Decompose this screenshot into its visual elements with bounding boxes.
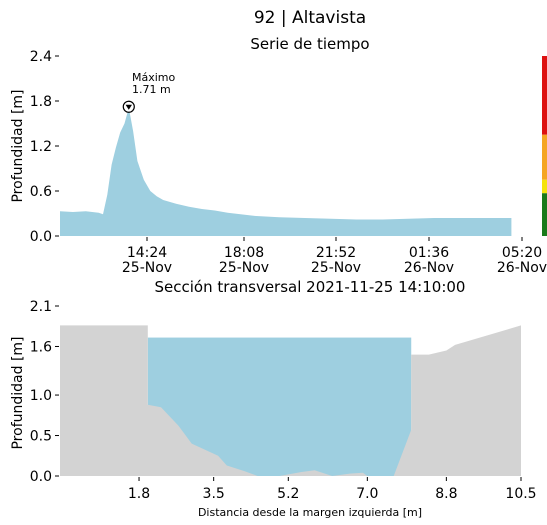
xs-y-tick-label-2: 1.0 — [30, 388, 52, 404]
level-band-3 — [542, 193, 547, 236]
xs-y-tick-label-0: 0.0 — [30, 469, 52, 485]
y-tick-label-0: 0.0 — [30, 229, 52, 245]
level-band-1 — [542, 134, 547, 180]
x-tick-time-3: 01:36 — [409, 245, 449, 261]
level-band-2 — [542, 179, 547, 194]
xs-y-tick-label-1: 0.5 — [30, 429, 52, 445]
crosssection-title: Sección transversal 2021-11-25 14:10:00 — [155, 278, 466, 296]
x-tick-date-0: 25-Nov — [122, 260, 172, 276]
x-tick-date-1: 25-Nov — [219, 260, 269, 276]
figure-title: 92 | Altavista — [254, 8, 366, 28]
timeseries-x-axis: 14:2425-Nov18:0825-Nov21:5225-Nov01:3626… — [122, 237, 547, 276]
max-annotation: Máximo 1.71 m — [122, 71, 176, 113]
timeseries-panel: Serie de tiempo 0.00.61.21.82.4 14:2425-… — [10, 35, 547, 276]
y-tick-label-4: 2.4 — [30, 49, 52, 65]
max-marker-triangle — [125, 104, 132, 110]
y-tick-label-1: 0.6 — [30, 184, 52, 200]
crosssection-layer — [60, 325, 521, 476]
x-tick-date-2: 25-Nov — [311, 260, 361, 276]
timeseries-area-layer — [60, 107, 512, 236]
max-value: 1.71 m — [132, 83, 171, 96]
x-tick-time-4: 05:20 — [502, 245, 542, 261]
crosssection-xlabel: Distancia desde la margen izquierda [m] — [198, 506, 422, 519]
x-tick-date-3: 26-Nov — [404, 260, 454, 276]
xs-x-tick-label-3: 7.0 — [356, 486, 378, 502]
crosssection-ylabel: Profundidad [m] — [10, 336, 26, 449]
depth-series-area — [60, 107, 512, 236]
x-tick-time-0: 14:24 — [127, 245, 167, 261]
level-band-0 — [542, 56, 547, 135]
terrain-profile — [60, 325, 521, 476]
x-tick-time-2: 21:52 — [316, 245, 356, 261]
max-label: Máximo — [132, 71, 176, 84]
xs-x-tick-label-4: 8.8 — [435, 486, 457, 502]
crosssection-panel: Sección transversal 2021-11-25 14:10:00 … — [10, 278, 537, 519]
xs-x-tick-label-2: 5.2 — [277, 486, 299, 502]
xs-y-tick-label-4: 2.1 — [30, 299, 52, 315]
y-tick-label-2: 1.2 — [30, 139, 52, 155]
timeseries-ylabel: Profundidad [m] — [10, 89, 26, 202]
timeseries-y-axis: 0.0 0.6 1.2 1.8 2.4 — [30, 49, 59, 245]
crosssection-y-axis: 0.0 0.5 1.0 1.6 2.1 — [30, 299, 59, 485]
xs-y-tick-label-3: 1.6 — [30, 339, 52, 355]
x-tick-time-1: 18:08 — [224, 245, 264, 261]
x-tick-date-4: 26-Nov — [497, 260, 547, 276]
level-bands — [542, 56, 547, 236]
y-tick-label-3: 1.8 — [30, 94, 52, 110]
xs-x-tick-label-5: 10.5 — [505, 486, 536, 502]
xs-x-tick-label-0: 1.8 — [128, 486, 150, 502]
timeseries-title: Serie de tiempo — [250, 35, 369, 53]
xs-x-tick-label-1: 3.5 — [203, 486, 225, 502]
crosssection-x-axis: 1.8 3.5 5.2 7.0 8.8 10.5 — [128, 477, 537, 502]
